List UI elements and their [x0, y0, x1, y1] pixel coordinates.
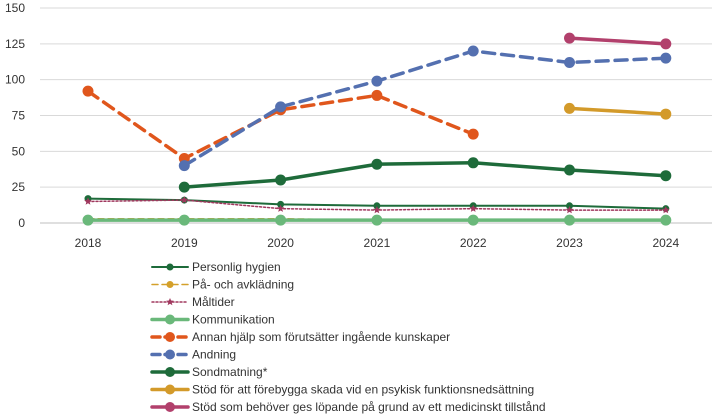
legend: Personlig hygien På- och avklädning Måltid… [150, 260, 546, 414]
data-point [180, 196, 189, 204]
legend-item: Personlig hygien [151, 260, 281, 274]
y-tick-label: 100 [5, 73, 25, 87]
legend-item: Stöd för att förebygga skada vid en psyk… [150, 383, 534, 397]
legend-item: Annan hjälp som förutsätter ingående kun… [150, 330, 450, 344]
data-point [373, 202, 381, 210]
data-point [467, 214, 479, 226]
x-tick-label: 2024 [652, 236, 679, 250]
series-5 [178, 45, 672, 172]
series-line [567, 36, 668, 46]
data-point [275, 101, 287, 113]
x-tick-label: 2023 [556, 236, 583, 250]
y-axis-ticks: 0 25 50 75 100 125 150 [5, 1, 25, 230]
legend-item: Kommunikation [150, 313, 275, 327]
x-tick-label: 2022 [460, 236, 487, 250]
data-point [564, 56, 575, 68]
data-point [178, 160, 190, 172]
series-lines [82, 32, 672, 226]
legend-item: På- och avklädning [151, 278, 294, 292]
x-tick-label: 2019 [171, 236, 198, 250]
x-axis-ticks: 2018 2019 2020 2021 2022 2023 2024 [75, 236, 680, 250]
legend-label: Annan hjälp som förutsätter ingående kun… [192, 330, 450, 344]
data-point-legend [165, 314, 175, 325]
data-point [564, 214, 575, 226]
data-point-legend [165, 367, 175, 377]
series-line [182, 49, 668, 168]
legend-label: Kommunikation [192, 313, 275, 327]
y-tick-label: 50 [12, 144, 26, 158]
legend-label: Stöd för att förebygga skada vid en psyk… [192, 383, 534, 397]
x-tick-label: 2021 [364, 236, 391, 250]
data-point [84, 197, 92, 205]
data-point [275, 174, 287, 186]
legend-label: Sondmatning* [192, 365, 268, 379]
data-point [660, 108, 672, 120]
y-tick-label: 25 [12, 180, 26, 194]
legend-label: Andning [192, 348, 236, 362]
data-point [467, 128, 479, 140]
y-tick-label: 125 [5, 37, 25, 51]
data-point-legend [166, 281, 174, 288]
y-tick-label: 150 [5, 1, 25, 15]
series-line [567, 106, 668, 116]
data-point [660, 52, 672, 64]
y-tick-label: 0 [18, 216, 25, 230]
data-point [371, 214, 383, 226]
x-tick-label: 2020 [267, 236, 294, 250]
series-2 [84, 196, 670, 214]
data-point [565, 206, 574, 214]
legend-item: Måltider [151, 295, 235, 309]
data-point [82, 214, 94, 226]
data-point [276, 204, 285, 212]
data-point-legend [166, 263, 174, 271]
data-point-legend [166, 298, 174, 306]
data-point [662, 206, 670, 214]
series-6 [178, 157, 672, 193]
data-point [371, 158, 383, 170]
series-line [182, 161, 668, 189]
data-point [371, 89, 383, 101]
data-point [277, 200, 285, 208]
data-point [469, 204, 477, 212]
data-point [371, 75, 383, 87]
data-point [82, 85, 94, 97]
data-point [467, 45, 479, 57]
series-4 [82, 85, 479, 164]
series-7 [564, 102, 672, 120]
data-point [275, 214, 287, 226]
data-point-legend [165, 384, 175, 395]
x-tick-label: 2018 [75, 236, 102, 250]
data-point [566, 202, 573, 210]
legend-item: Stöd som behöver ges löpande på grund av… [150, 400, 546, 414]
data-point [564, 102, 575, 114]
data-point [660, 38, 672, 50]
data-point [178, 181, 190, 193]
legend-label: Personlig hygien [192, 260, 281, 274]
legend-label: Måltider [192, 295, 235, 309]
data-point [660, 214, 672, 226]
data-point [373, 206, 381, 214]
data-point-legend [165, 332, 175, 342]
series-3 [82, 214, 672, 226]
series-8 [564, 32, 672, 50]
data-point-legend [165, 402, 175, 412]
legend-label: Stöd som behöver ges löpande på grund av… [192, 400, 546, 414]
legend-item: Sondmatning* [150, 365, 268, 379]
series-line [86, 89, 475, 161]
y-tick-label: 75 [12, 109, 26, 123]
legend-item: Andning [150, 348, 236, 362]
data-point [564, 32, 575, 44]
data-point-legend [165, 349, 175, 360]
data-point [467, 157, 479, 169]
data-point [660, 170, 672, 182]
legend-label: På- och avklädning [192, 278, 294, 292]
data-point [178, 214, 190, 226]
data-point [564, 164, 575, 176]
